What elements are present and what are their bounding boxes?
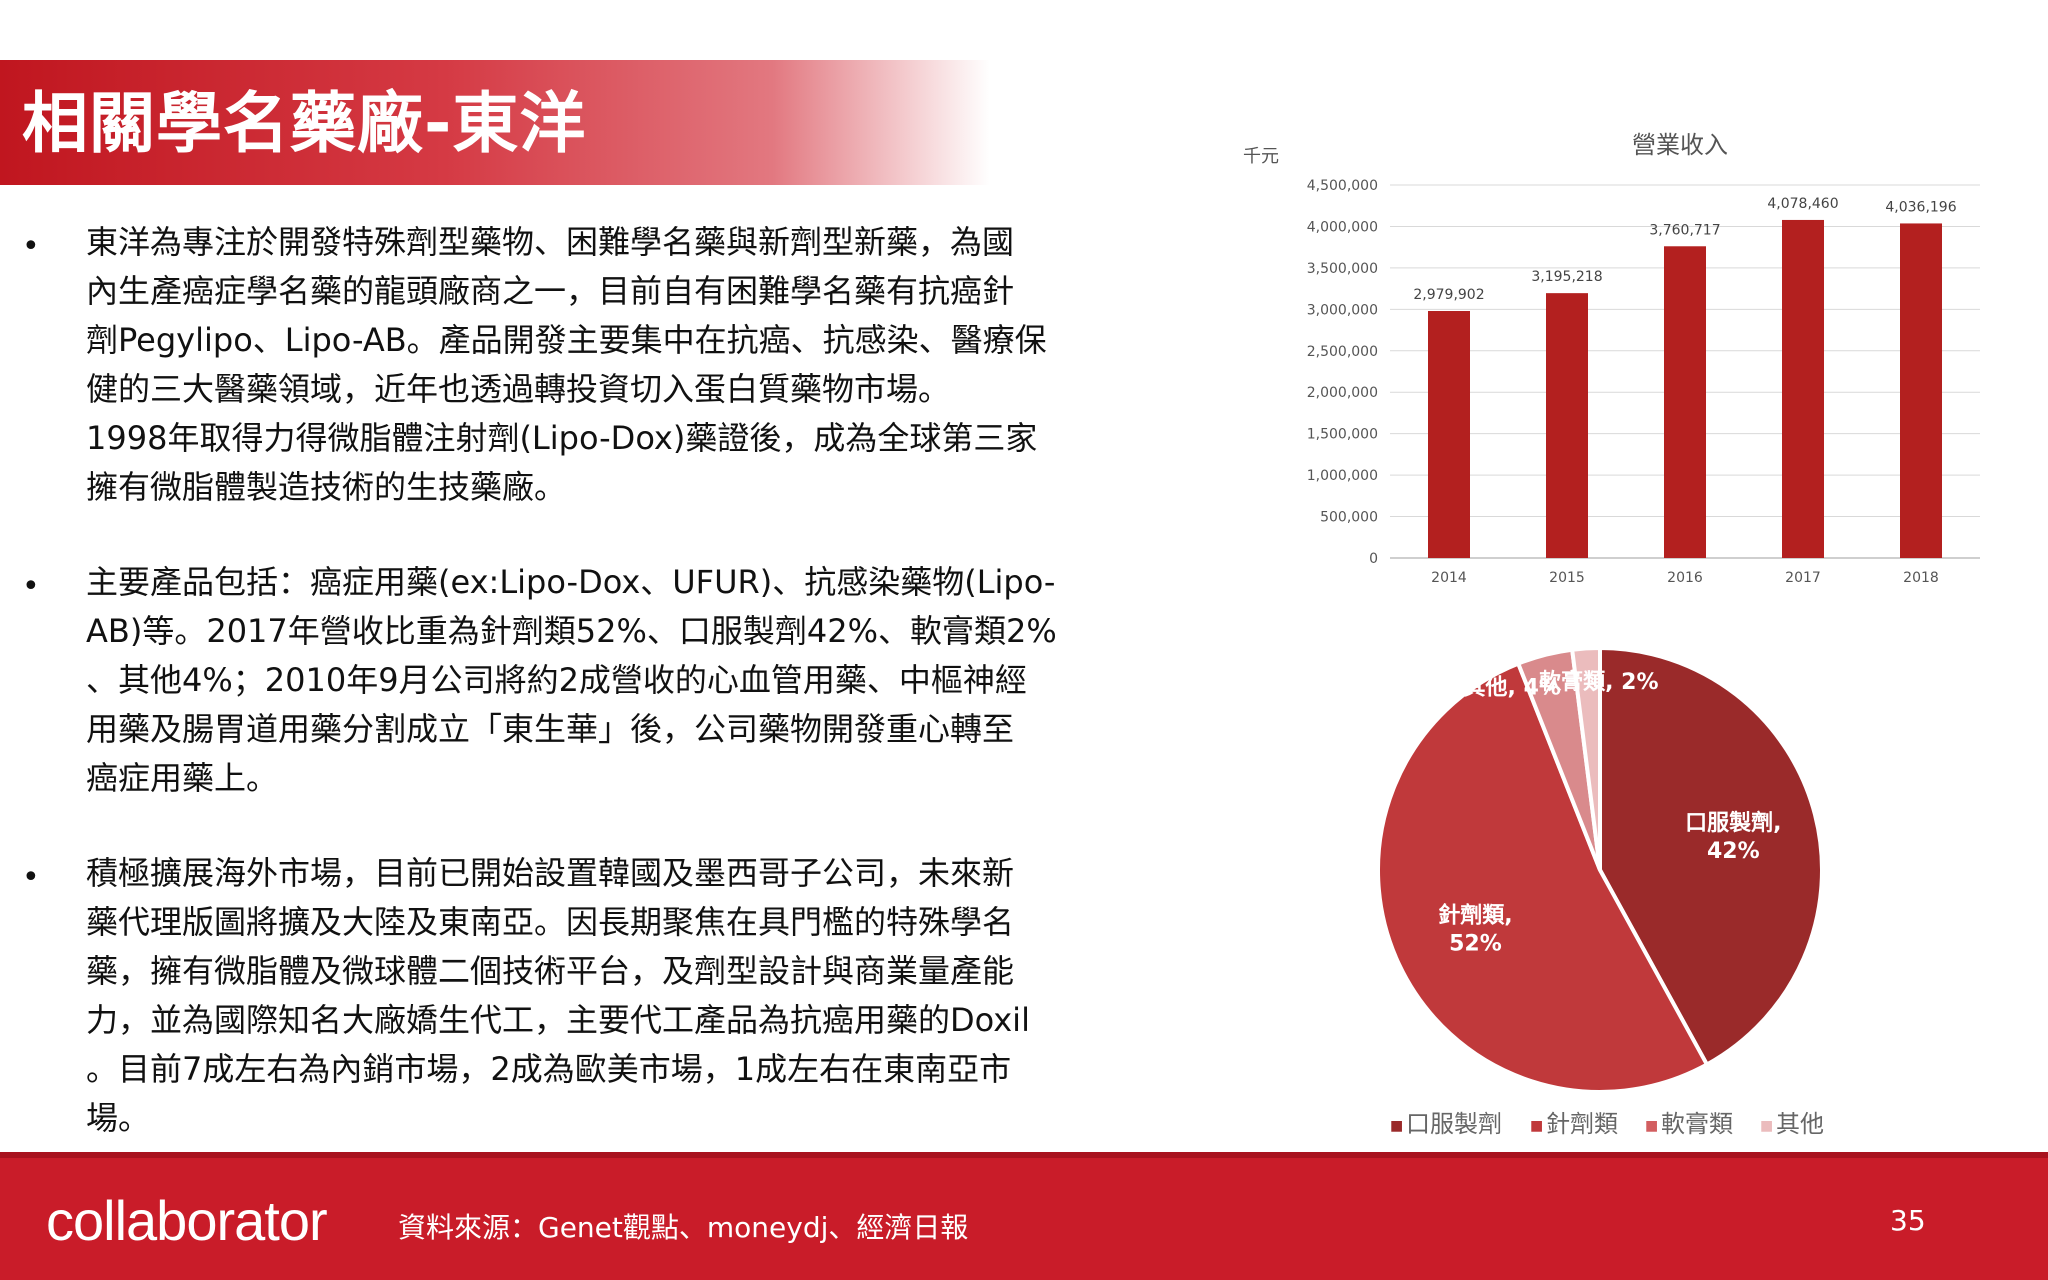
chart-title: 營業收入: [1632, 131, 1728, 159]
pie-data-label: 軟膏類, 2%: [1539, 669, 1658, 695]
y-tick-label: 1,500,000: [1307, 427, 1378, 443]
y-tick-label: 500,000: [1320, 510, 1378, 526]
bar-value-label: 2,979,902: [1413, 287, 1484, 303]
legend-label: 其他: [1776, 1110, 1824, 1138]
y-axis-unit: 千元: [1243, 146, 1279, 167]
bullet-line: 積極擴展海外市場，目前已開始設置韓國及墨西哥子公司，未來新: [86, 854, 1015, 892]
bullet-text: 主要產品包括：癌症用藥(ex:Lipo-Dox、UFUR)、抗感染藥物(Lipo…: [86, 558, 1092, 803]
bullet-line: 內生產癌症學名藥的龍頭廠商之一，目前自有困難學名藥有抗癌針: [86, 272, 1015, 310]
bullet-item: • 積極擴展海外市場，目前已開始設置韓國及墨西哥子公司，未來新 藥代理版圖將擴及…: [22, 849, 1092, 1143]
y-tick-label: 2,500,000: [1307, 344, 1378, 360]
bullet-item: • 東洋為專注於開發特殊劑型藥物、困難學名藥與新劑型新藥，為國 內生產癌症學名藥…: [22, 218, 1092, 512]
bar: [1782, 219, 1824, 558]
x-tick-label: 2018: [1903, 570, 1939, 586]
y-tick-label: 4,500,000: [1307, 178, 1378, 194]
y-tick-label: 4,000,000: [1307, 219, 1378, 235]
bullet-line: 癌症用藥上。: [86, 759, 279, 797]
bullet-line: 用藥及腸胃道用藥分割成立「東生華」後，公司藥物開發重心轉至: [86, 710, 1015, 748]
pie-data-label: 口服製劑,: [1685, 810, 1781, 836]
pie-slice: [1376, 660, 1710, 1094]
y-tick-label: 2,000,000: [1307, 385, 1378, 401]
bullet-line: 力，並為國際知名大廠嬌生代工，主要代工產品為抗癌用藥的Doxil: [86, 1001, 1030, 1039]
pie-data-label: 42%: [1707, 839, 1760, 864]
legend-marker: ■: [1760, 1118, 1773, 1134]
x-tick-label: 2017: [1785, 570, 1821, 586]
source-note: 資料來源：Genet觀點、moneydj、經濟日報: [398, 1211, 969, 1244]
page-number: 35: [1890, 1204, 1926, 1237]
bullet-line: 1998年取得力得微脂體注射劑(Lipo-Dox)藥證後，成為全球第三家: [86, 419, 1038, 457]
revenue-share-pie-chart: 口服製劑,42%針劑類,52%其他, 4%軟膏類, 2%■ 口服製劑 ■ 針劑類 ■ 軟膏…: [1376, 645, 1824, 1138]
y-tick-label: 1,000,000: [1307, 468, 1378, 484]
bullet-item: • 主要產品包括：癌症用藥(ex:Lipo-Dox、UFUR)、抗感染藥物(Li…: [22, 558, 1092, 803]
bullet-line: 擁有微脂體製造技術的生技藥廠。: [86, 468, 567, 506]
pie-data-label: 針劑類,: [1438, 903, 1512, 929]
y-tick-label: 3,500,000: [1307, 261, 1378, 277]
bar-value-label: 3,195,218: [1531, 269, 1602, 285]
bar: [1546, 293, 1588, 558]
bar: [1900, 223, 1942, 558]
legend-label: 軟膏類: [1661, 1110, 1733, 1138]
collaborator-logo: collaborator: [46, 1189, 328, 1252]
bar: [1664, 246, 1706, 558]
x-tick-label: 2015: [1549, 570, 1585, 586]
y-tick-label: 3,000,000: [1307, 302, 1378, 318]
legend-marker: ■: [1390, 1118, 1403, 1134]
bullet-text: 積極擴展海外市場，目前已開始設置韓國及墨西哥子公司，未來新 藥代理版圖將擴及大陸…: [86, 849, 1092, 1143]
bullet-line: 。目前7成左右為內銷市場，2成為歐美市場，1成左右在東南亞市: [86, 1050, 1012, 1088]
footer-divider: [0, 1152, 2048, 1158]
bullet-marker: •: [22, 569, 40, 604]
footer-bar: [0, 1158, 2048, 1280]
bar-value-label: 4,036,196: [1885, 199, 1956, 215]
pie-data-label: 其他, 4%: [1464, 675, 1561, 700]
x-tick-label: 2014: [1431, 570, 1467, 586]
bullet-marker: •: [22, 860, 40, 895]
bullet-line: 、其他4%；2010年9月公司將約2成營收的心血管用藥、中樞神經: [86, 661, 1027, 699]
bar: [1428, 310, 1470, 558]
page-title: 相關學名藥廠-東洋: [22, 85, 587, 162]
bullet-line: 藥代理版圖將擴及大陸及東南亞。因長期聚焦在具門檻的特殊學名: [86, 903, 1015, 941]
title-banner: [0, 60, 990, 185]
x-tick-label: 2016: [1667, 570, 1703, 586]
bullet-line: 劑Pegylipo、Lipo-AB。產品開發主要集中在抗癌、抗感染、醫療保: [86, 321, 1047, 359]
bullet-line: 主要產品包括：癌症用藥(ex:Lipo-Dox、UFUR)、抗感染藥物(Lipo…: [86, 563, 1056, 601]
y-tick-label: 0: [1369, 551, 1378, 567]
pie-slice: [1598, 645, 1824, 1068]
bullet-line: 場。: [86, 1099, 151, 1137]
pie-data-label: 52%: [1449, 932, 1502, 957]
bullet-marker: •: [22, 229, 40, 264]
legend-marker: ■: [1645, 1118, 1658, 1134]
pie-slice: [1569, 645, 1602, 871]
bullet-line: 健的三大醫藥領域，近年也透過轉投資切入蛋白質藥物市場。: [86, 370, 951, 408]
bullet-list: • 東洋為專注於開發特殊劑型藥物、困難學名藥與新劑型新藥，為國 內生產癌症學名藥…: [22, 218, 1092, 1189]
legend-marker: ■: [1530, 1118, 1543, 1134]
bullet-line: 藥，擁有微脂體及微球體二個技術平台，及劑型設計與商業量產能: [86, 952, 1015, 990]
legend-label: 口服製劑: [1406, 1110, 1502, 1138]
bar-value-label: 4,078,460: [1767, 196, 1838, 212]
bullet-text: 東洋為專注於開發特殊劑型藥物、困難學名藥與新劑型新藥，為國 內生產癌症學名藥的龍…: [86, 218, 1092, 512]
bullet-line: AB)等。2017年營收比重為針劑類52%、口服製劑42%、軟膏類2%: [86, 612, 1057, 650]
legend-label: 針劑類: [1546, 1110, 1618, 1138]
bar-value-label: 3,760,717: [1649, 222, 1720, 238]
bullet-line: 東洋為專注於開發特殊劑型藥物、困難學名藥與新劑型新藥，為國: [86, 223, 1015, 261]
